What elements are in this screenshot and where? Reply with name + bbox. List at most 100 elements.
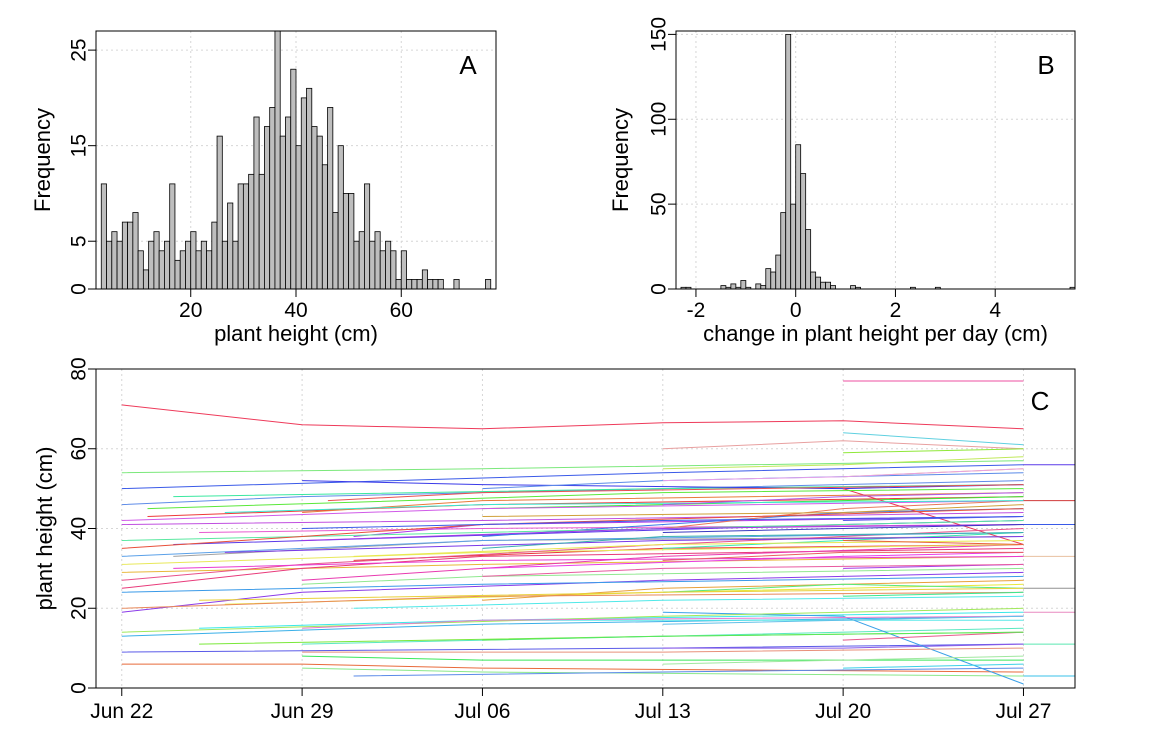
histogram-bar <box>730 283 737 290</box>
histogram-bar <box>395 279 402 290</box>
series-line <box>843 631 1024 641</box>
panel-label: C <box>1031 386 1050 416</box>
histogram-bar <box>358 231 365 290</box>
histogram-bar <box>290 68 297 290</box>
histogram-bar <box>411 279 418 290</box>
panel-label: A <box>459 50 477 80</box>
series-line <box>662 551 1024 561</box>
series-line <box>199 524 1024 533</box>
series-line <box>224 536 1024 553</box>
series-line <box>121 460 1024 474</box>
histogram-bar <box>432 279 439 290</box>
series-line <box>121 663 1024 673</box>
histogram-bar <box>720 285 727 290</box>
series-line <box>843 663 1024 669</box>
y-tick-label: 20 <box>68 597 91 620</box>
histogram-bar <box>385 240 392 290</box>
histogram-bar <box>158 250 165 290</box>
histogram-bar <box>179 250 186 290</box>
histogram-bar <box>790 203 797 290</box>
histogram-bar <box>285 116 292 290</box>
histogram-bar <box>132 212 139 290</box>
series-line <box>121 575 1024 593</box>
panel-c-line-chart: 0 20 40 60 80 Jun 22 Jun 29 Jul 06 Jul 13 Jul 20 J… <box>32 357 1076 723</box>
y-tick-label: 80 <box>68 357 91 380</box>
series-line <box>662 492 1024 506</box>
histogram-bar <box>830 285 836 290</box>
x-tick-label: Jul 20 <box>815 700 871 723</box>
series-line <box>353 667 1024 677</box>
y-tick-label: 60 <box>68 437 91 460</box>
histogram-bar <box>111 231 118 290</box>
y-tick-label: 50 <box>648 192 671 215</box>
histogram-bar <box>100 183 107 290</box>
histogram-bar <box>106 240 113 290</box>
histogram-bar <box>164 240 171 290</box>
histogram-bar <box>169 183 176 290</box>
series-line <box>662 583 1024 593</box>
series-line <box>843 540 1024 545</box>
histogram-bar <box>427 279 434 290</box>
x-tick-label: 0 <box>790 299 802 322</box>
histogram-bar <box>221 240 228 290</box>
series-line <box>662 500 1024 529</box>
histogram-bar <box>379 250 386 290</box>
histogram-bar <box>121 221 128 290</box>
x-axis-label: plant height (cm) <box>214 321 378 346</box>
x-tick-label: -2 <box>687 299 706 322</box>
histogram-bar <box>785 33 792 290</box>
histogram-bar <box>825 281 832 290</box>
histogram-bar <box>311 126 318 290</box>
series-line <box>353 595 1024 609</box>
x-tick-label: 60 <box>390 299 413 322</box>
histogram-bar <box>258 173 265 290</box>
histogram-bar <box>211 221 218 290</box>
series-line <box>121 500 1024 521</box>
series-line <box>199 587 1024 601</box>
histogram-bar <box>264 126 271 290</box>
histogram-bar <box>348 193 355 290</box>
histogram-bar <box>248 173 255 290</box>
series-line <box>662 611 1024 685</box>
histogram-bar <box>740 280 747 290</box>
series-line <box>662 643 1024 649</box>
histogram-bar <box>850 285 856 290</box>
histogram-bar <box>332 212 339 290</box>
histogram-bar <box>142 269 150 290</box>
series-line <box>662 655 1024 665</box>
histogram-bar <box>127 221 134 290</box>
x-tick-label: 20 <box>179 299 202 322</box>
series-line <box>662 456 1024 470</box>
histogram-bar <box>800 173 807 290</box>
series-line <box>121 607 1024 633</box>
histogram-bar <box>421 269 428 290</box>
histogram-bar <box>216 135 223 290</box>
series-line <box>482 496 1024 510</box>
plot-frame <box>675 30 1076 290</box>
histogram-bar <box>406 279 413 290</box>
series-line <box>482 532 1024 549</box>
series-line <box>302 615 1024 629</box>
series-line <box>121 508 1024 549</box>
histogram-bar <box>306 87 313 290</box>
series-line <box>121 615 1024 637</box>
histogram-bar <box>200 240 207 290</box>
histogram-bar <box>185 240 192 290</box>
y-tick-label: 15 <box>68 134 91 157</box>
histogram-bar <box>137 250 144 290</box>
histogram-bar <box>190 231 197 290</box>
x-tick-label: Jul 13 <box>635 700 691 723</box>
histogram-bar <box>269 107 276 290</box>
series-line <box>121 528 1024 581</box>
x-axis-label: change in plant height per day (cm) <box>703 321 1048 346</box>
series-line <box>482 504 1024 517</box>
histogram-bar <box>195 250 202 290</box>
series-line <box>302 667 1024 677</box>
series-line <box>482 551 1024 569</box>
histogram-bar <box>775 254 782 290</box>
histogram-bar <box>206 250 213 290</box>
plot-frame <box>95 368 1076 689</box>
series-line <box>302 480 1024 490</box>
x-tick-label: 40 <box>284 299 307 322</box>
